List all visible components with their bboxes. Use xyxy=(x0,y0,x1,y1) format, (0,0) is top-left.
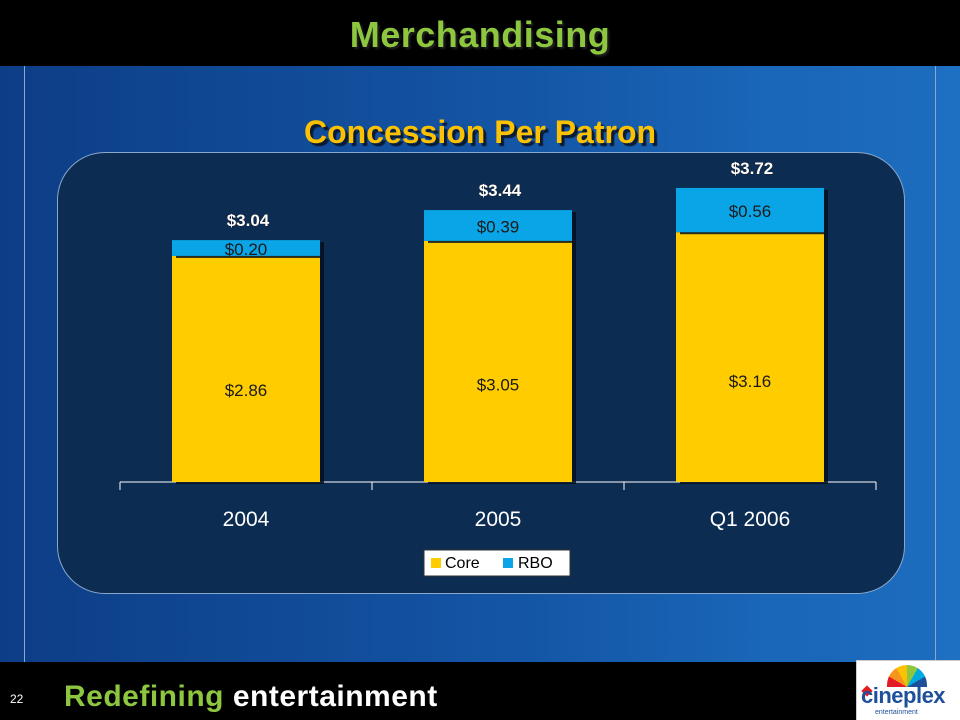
cineplex-logo: cineplex entertainment xyxy=(856,660,960,720)
total-value-label: $3.72 xyxy=(731,159,774,178)
core-value-label: $3.05 xyxy=(477,375,520,394)
slide-title: Merchandising xyxy=(349,14,611,55)
bar-rbo xyxy=(172,240,320,256)
total-value-label: $3.04 xyxy=(227,211,270,230)
logo-arc-icon xyxy=(887,665,927,687)
logo-subtext: entertainment xyxy=(875,709,918,716)
category-label: Q1 2006 xyxy=(710,508,791,531)
footer-bar xyxy=(0,662,960,720)
rbo-value-label: $0.20 xyxy=(225,240,268,259)
logo-wordmark: cineplex xyxy=(861,683,946,708)
legend-label-rbo: RBO xyxy=(518,555,553,572)
tagline: Redefining entertainment xyxy=(64,680,438,714)
page-number: 22 xyxy=(10,692,24,706)
bar-rbo xyxy=(676,187,824,233)
category-label: 2004 xyxy=(223,508,270,531)
bar-rbo xyxy=(424,210,572,241)
bar-core xyxy=(172,255,320,482)
legend-swatch-rbo xyxy=(503,558,513,568)
legend-label-core: Core xyxy=(445,555,480,572)
rbo-value-label: $0.39 xyxy=(477,217,520,236)
legend-box xyxy=(423,549,571,577)
bar-core xyxy=(424,240,572,482)
total-value-label: $3.44 xyxy=(479,181,522,200)
tagline-entertainment: entertainment xyxy=(232,680,438,713)
category-label: 2005 xyxy=(475,508,522,531)
core-value-label: $3.16 xyxy=(729,372,772,391)
rbo-value-label: $0.56 xyxy=(729,202,772,221)
bar-core xyxy=(676,232,824,482)
legend-swatch-core xyxy=(431,558,441,568)
frame-accent xyxy=(935,66,960,662)
header-bar: Merchandising xyxy=(0,0,960,66)
core-value-label: $2.86 xyxy=(225,381,268,400)
chart-title: Concession Per Patron xyxy=(303,114,657,150)
tagline-redefining: Redefining xyxy=(64,680,224,713)
